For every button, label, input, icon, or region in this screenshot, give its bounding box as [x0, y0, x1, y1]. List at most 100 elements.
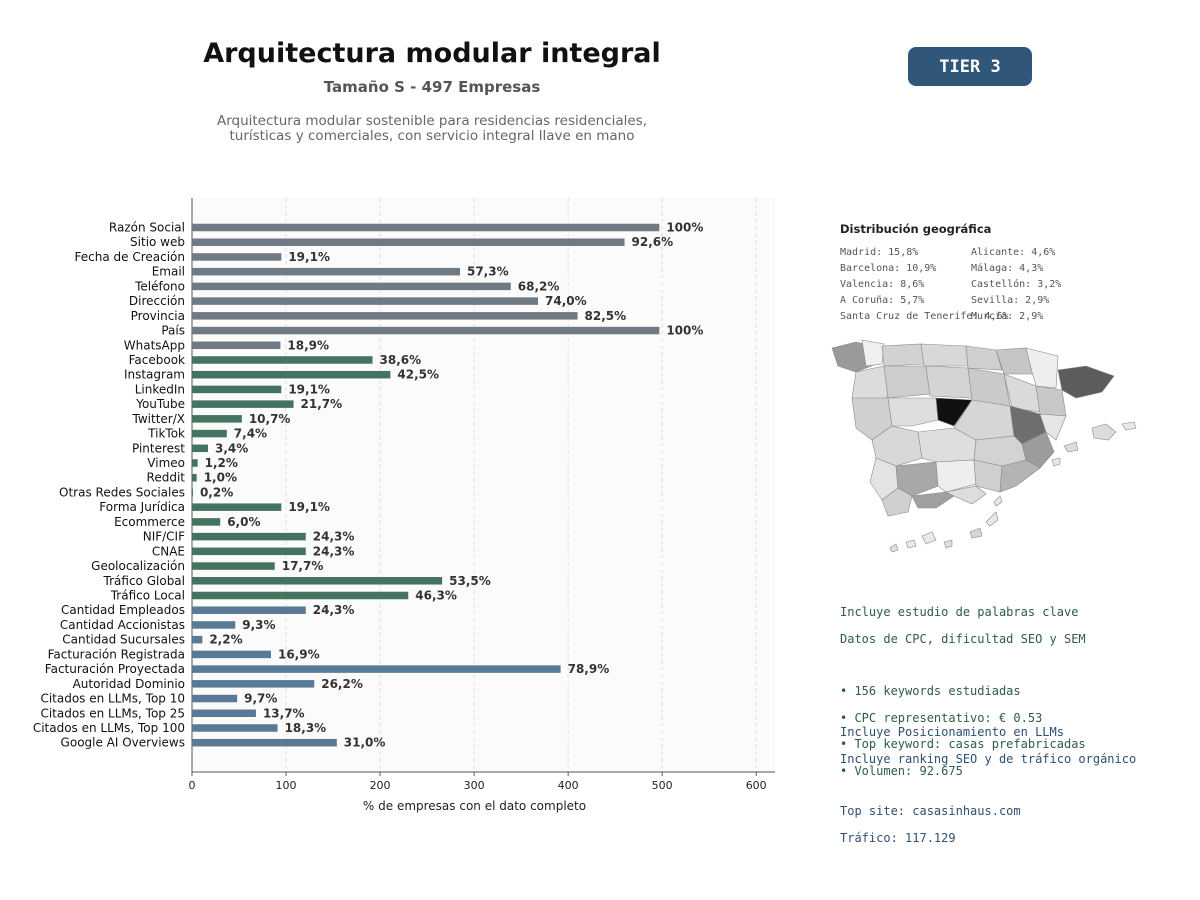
data-label: 82,5%: [585, 309, 627, 323]
keywords-line: Incluye estudio de palabras clave: [840, 605, 1079, 620]
category-label: Forma Jurídica: [99, 500, 185, 514]
bar: [192, 238, 625, 246]
category-label: Twitter/X: [132, 412, 185, 426]
bar: [192, 724, 278, 732]
category-label: YouTube: [135, 397, 185, 411]
category-label: Cantidad Empleados: [61, 603, 185, 617]
bar: [192, 518, 221, 526]
bar: [192, 591, 409, 600]
category-label: País: [161, 324, 185, 338]
data-label: 24,3%: [313, 530, 355, 544]
bar: [192, 429, 227, 438]
data-label: 53,5%: [449, 574, 491, 588]
category-label: Dirección: [129, 294, 185, 308]
llm-line: Incluye ranking SEO y de tráfico orgánic…: [840, 751, 1137, 766]
geo-item-barcelona: Barcelona: 10,9%: [840, 263, 937, 274]
bar: [192, 577, 443, 585]
bar: [192, 621, 236, 629]
x-tick-label: 600: [746, 779, 767, 792]
category-label: Fecha de Creación: [75, 250, 185, 264]
geo-item-santa-cruz: Santa Cruz de Tenerife: 4,6%: [840, 311, 1009, 322]
data-label: 46,3%: [415, 589, 457, 603]
bar: [192, 694, 238, 703]
category-label: Google AI Overviews: [61, 736, 185, 750]
bar-chart: 0 100 200 300 400 500 600 Razón Social 100% Sitio…: [33, 198, 775, 813]
data-label: 92,6%: [632, 235, 674, 249]
category-label: Cantidad Sucursales: [62, 633, 185, 647]
bar: [192, 709, 256, 718]
geo-item-alicante: Alicante: 4,6%: [971, 247, 1056, 258]
bar: [192, 370, 391, 379]
bar: [192, 635, 203, 644]
bar: [192, 473, 197, 482]
data-label: 1,0%: [204, 471, 237, 485]
data-label: 10,7%: [249, 412, 291, 426]
data-label: 19,1%: [288, 382, 330, 396]
data-label: 74,0%: [545, 294, 587, 308]
data-label: 13,7%: [263, 706, 305, 720]
bar: [192, 547, 306, 556]
data-label: 68,2%: [518, 279, 560, 293]
keywords-line: • 156 keywords estudiadas: [840, 684, 1021, 699]
keywords-line: • Top keyword: casas prefabricadas: [840, 737, 1086, 752]
bar: [192, 356, 373, 364]
tier-badge: TIER 3: [908, 47, 1032, 86]
bar: [192, 297, 539, 305]
data-label: 18,9%: [287, 338, 329, 352]
llm-line: Top site: casasinhaus.com: [840, 804, 1021, 819]
category-label: Vimeo: [147, 456, 185, 470]
data-label: 21,7%: [301, 397, 343, 411]
data-label: 7,4%: [234, 427, 267, 441]
bar: [192, 326, 660, 335]
category-label: Sitio web: [130, 235, 185, 249]
category-label: Provincia: [131, 309, 185, 323]
bar: [192, 665, 561, 673]
keywords-line: • Volumen: 92.675: [840, 763, 963, 778]
description-line-2: turísticas y comerciales, con servicio i…: [229, 128, 635, 144]
geo-item-madrid: Madrid: 15,8%: [840, 247, 919, 258]
data-label: 9,7%: [244, 692, 277, 706]
bar: [192, 312, 578, 320]
x-tick-label: 500: [652, 779, 673, 792]
data-label: 57,3%: [467, 265, 509, 279]
category-label: Pinterest: [132, 441, 185, 455]
data-label: 17,7%: [282, 559, 324, 573]
keywords-block: Incluye estudio de palabras clave Datos …: [840, 593, 1086, 791]
bar: [192, 385, 282, 394]
data-label: 38,6%: [380, 353, 422, 367]
geo-item-valencia: Valencia: 8,6%: [840, 279, 925, 290]
category-label: Otras Redes Sociales: [59, 485, 185, 499]
geo-item-sevilla: Sevilla: 2,9%: [971, 295, 1050, 306]
category-label: Facturación Proyectada: [45, 662, 185, 676]
data-label: 100%: [666, 221, 703, 235]
data-label: 19,1%: [288, 500, 330, 514]
page-title: Arquitectura modular integral: [203, 38, 661, 69]
geo-item-a-coruna: A Coruña: 5,7%: [840, 295, 925, 306]
llm-block: Incluye Posicionamiento en LLMs Incluye …: [840, 713, 1136, 858]
llm-line: ​: [840, 779, 1136, 792]
data-label: 2,2%: [209, 633, 242, 647]
data-label: 100%: [666, 324, 703, 338]
bar: [192, 267, 460, 276]
x-axis-label: % de empresas con el dato completo: [363, 799, 586, 813]
bar: [192, 532, 306, 541]
bar: [192, 459, 198, 467]
data-label: 24,3%: [313, 603, 355, 617]
category-label: Geolocalización: [91, 559, 185, 573]
category-label: Tráfico Global: [103, 574, 185, 588]
category-label: Teléfono: [134, 279, 185, 293]
bar: [192, 503, 282, 511]
data-label: 42,5%: [397, 368, 439, 382]
geo-item-murcia: Murcia: 2,9%: [971, 311, 1044, 322]
category-label: Citados en LLMs, Top 10: [40, 692, 185, 706]
bar: [192, 562, 275, 570]
category-label: CNAE: [152, 544, 185, 558]
data-label: 6,0%: [227, 515, 260, 529]
data-label: 24,3%: [313, 544, 355, 558]
bar: [192, 223, 660, 232]
x-tick-label: 100: [276, 779, 297, 792]
geo-item-malaga: Málaga: 4,3%: [971, 263, 1044, 274]
llm-line: Tráfico: 117.129: [840, 830, 956, 845]
page-description: Arquitectura modular sostenible para res…: [0, 114, 864, 144]
geo-title: Distribución geográfica: [840, 222, 992, 236]
